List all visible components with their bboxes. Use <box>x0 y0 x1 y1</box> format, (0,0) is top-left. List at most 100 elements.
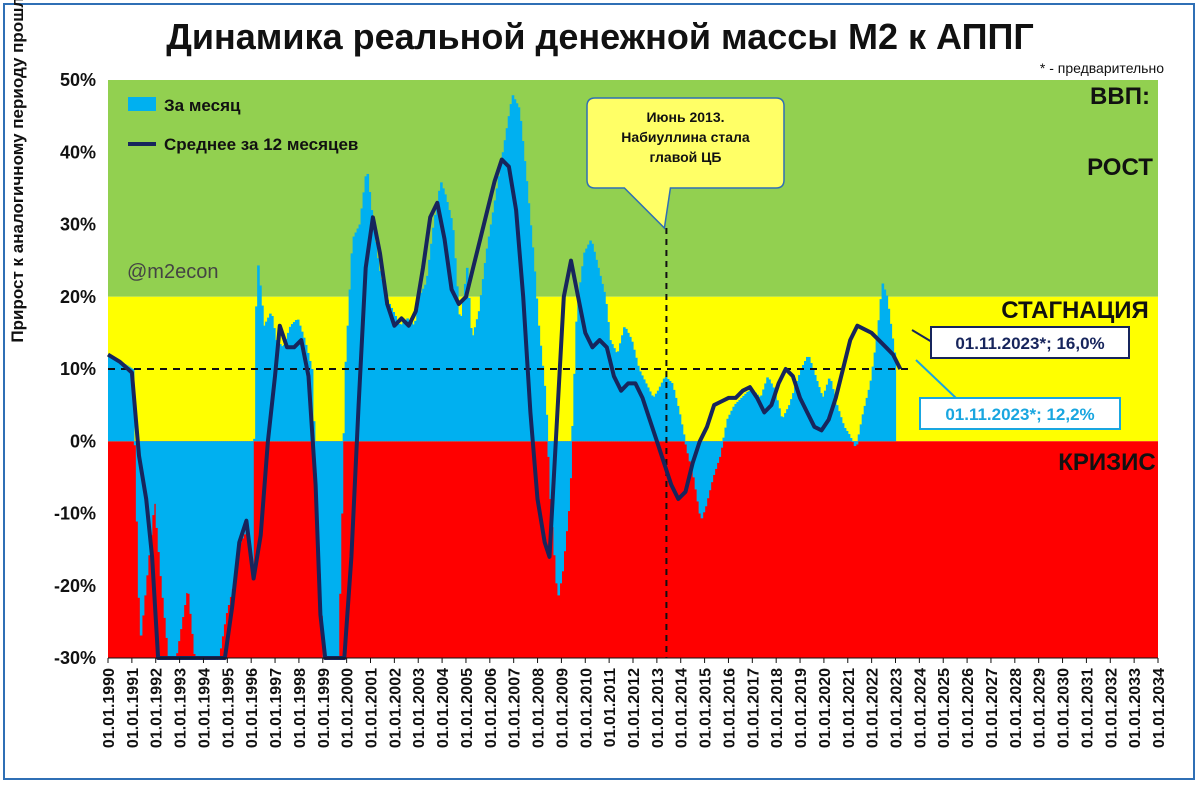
y-tick-label: 40% <box>60 142 96 162</box>
x-tick-label: 01.01.2016 <box>721 668 738 748</box>
bar <box>149 441 153 536</box>
bar <box>567 441 570 512</box>
bar <box>609 340 612 442</box>
bar <box>189 441 193 614</box>
y-tick-label: -30% <box>54 648 96 668</box>
bar <box>241 441 244 539</box>
bar <box>702 441 706 513</box>
x-tick-label: 01.01.2027 <box>984 668 1001 748</box>
bar <box>539 345 543 442</box>
bar <box>535 298 539 442</box>
bar <box>575 321 578 442</box>
x-tick-label: 01.01.1991 <box>125 668 142 748</box>
bar <box>197 441 201 658</box>
bar <box>448 210 451 442</box>
bar <box>434 214 437 442</box>
bar <box>543 385 547 442</box>
bar <box>571 425 574 442</box>
bar <box>259 285 262 442</box>
bar <box>682 434 686 442</box>
bar <box>545 414 549 442</box>
bar <box>467 297 471 442</box>
bar <box>372 226 376 442</box>
bar <box>565 441 568 532</box>
bar <box>340 441 344 514</box>
bar <box>780 416 783 442</box>
bar <box>499 164 503 442</box>
bar <box>458 314 461 442</box>
bar <box>887 308 891 442</box>
bar <box>153 441 157 504</box>
bar <box>398 324 401 442</box>
bar <box>501 152 505 442</box>
bar <box>292 322 296 442</box>
preliminary-note: * - предварительно <box>1039 60 1164 76</box>
bar <box>201 441 205 658</box>
bar <box>489 224 493 442</box>
bar <box>623 327 626 442</box>
bar <box>382 287 386 442</box>
bar <box>147 441 151 556</box>
bar <box>696 441 700 502</box>
bar <box>678 414 682 442</box>
bar <box>617 351 620 442</box>
bar <box>627 332 630 442</box>
y-tick-label: 10% <box>60 359 96 379</box>
bar <box>676 405 680 442</box>
bar <box>638 371 642 442</box>
bar <box>762 389 765 442</box>
bar <box>485 248 489 442</box>
zone-crisis <box>108 441 1158 658</box>
bar <box>279 344 282 442</box>
bar <box>452 230 455 442</box>
bar <box>815 381 819 442</box>
x-tick-label: 01.01.2029 <box>1032 668 1049 748</box>
bar <box>475 319 479 442</box>
bar <box>849 438 853 442</box>
bar <box>557 441 561 596</box>
bar <box>416 308 419 442</box>
x-ticks: 01.01.1990 01.01.1991 01.01.1992 01.01.1993… <box>101 657 1168 748</box>
bar <box>249 441 252 554</box>
bar <box>885 295 889 442</box>
bar <box>322 441 326 658</box>
bar <box>877 320 881 442</box>
bar <box>143 441 147 596</box>
bar <box>471 335 475 442</box>
bar <box>706 441 710 499</box>
bar <box>175 441 179 654</box>
bar <box>330 441 334 658</box>
bar <box>573 373 576 442</box>
x-tick-label: 01.01.1993 <box>173 668 190 748</box>
bar <box>255 306 258 442</box>
bar <box>167 441 171 658</box>
bar <box>668 381 672 442</box>
bar <box>640 375 644 442</box>
bar <box>784 413 787 442</box>
legend: За месяц Среднее за 12 месяцев <box>128 96 358 154</box>
legend-swatch-bars <box>128 97 156 111</box>
bar <box>873 352 877 442</box>
bar <box>185 441 189 593</box>
bar <box>225 441 228 614</box>
bar <box>183 441 187 606</box>
bar <box>209 441 213 658</box>
bar <box>247 441 250 536</box>
bar <box>796 381 799 442</box>
bar <box>378 271 382 442</box>
x-tick-label: 01.01.2003 <box>411 668 428 748</box>
zone-label: СТАГНАЦИЯ <box>1001 297 1149 324</box>
bar <box>744 393 747 442</box>
bar <box>527 203 531 442</box>
bar <box>473 327 477 442</box>
bar <box>235 441 238 567</box>
bar <box>680 424 684 442</box>
bar <box>740 397 743 442</box>
bar <box>388 303 391 442</box>
bar <box>298 325 302 442</box>
bar <box>809 362 813 442</box>
bar <box>776 400 779 442</box>
bar <box>652 396 656 442</box>
bar <box>859 424 863 442</box>
bar <box>348 289 352 442</box>
